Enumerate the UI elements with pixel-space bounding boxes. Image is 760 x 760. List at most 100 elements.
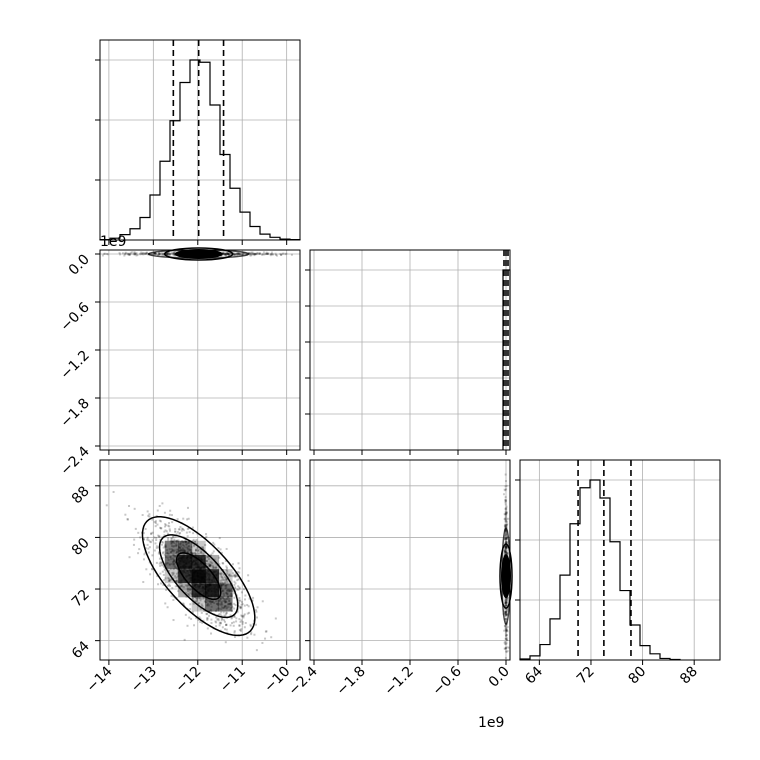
sample-point (155, 539, 158, 542)
sample-point (158, 253, 161, 256)
sample-point (186, 506, 189, 509)
sample-point (209, 565, 212, 568)
sample-point (212, 541, 215, 544)
sample-point (128, 504, 131, 507)
sample-point (505, 505, 508, 508)
sample-point (503, 549, 506, 552)
sample-point (161, 253, 164, 256)
sample-point (173, 253, 176, 256)
sample-point (504, 603, 507, 606)
sample-point (251, 252, 254, 255)
sample-point (505, 547, 508, 550)
sample-point (170, 514, 173, 517)
sample-point (190, 587, 193, 590)
sample-point (224, 615, 227, 618)
sample-point (207, 558, 210, 561)
sample-point (187, 590, 190, 593)
sample-point (231, 616, 234, 619)
sample-point (203, 600, 206, 603)
y-ticks-h3 (515, 479, 520, 601)
sample-point (225, 612, 228, 615)
sample-point (506, 536, 509, 539)
sample-point (231, 622, 234, 625)
sample-point (193, 624, 196, 627)
sample-point (163, 511, 166, 514)
sample-point (505, 511, 508, 514)
sample-point (225, 613, 228, 616)
sample-point (504, 612, 507, 615)
sample-point (504, 549, 507, 552)
sample-point (157, 252, 160, 255)
sample-point (177, 580, 180, 583)
sample-point (504, 637, 507, 640)
sample-point (233, 592, 236, 595)
sample-point (506, 608, 509, 611)
sample-point (226, 631, 229, 634)
sample-point (506, 638, 509, 641)
sample-point (214, 620, 217, 623)
sample-point (505, 612, 508, 615)
sample-point (201, 621, 204, 624)
sample-point (237, 585, 240, 588)
sample-point (205, 566, 208, 569)
scatter-panel-param1-param3 (99, 459, 301, 661)
sample-point (161, 556, 164, 559)
sample-point (233, 607, 236, 610)
density-bin-12 (205, 597, 220, 612)
sample-point (222, 251, 225, 254)
sample-point (248, 611, 251, 614)
sample-point (168, 522, 171, 525)
sample-point (504, 641, 507, 644)
sample-point (232, 590, 235, 593)
sample-point (226, 570, 229, 573)
sample-point (192, 538, 195, 541)
sample-point (505, 550, 508, 553)
sample-point (506, 613, 509, 616)
sample-point (146, 510, 149, 513)
sample-point (172, 252, 175, 255)
sample-point (221, 577, 224, 580)
sample-point (259, 252, 262, 255)
sample-point (218, 624, 221, 627)
sample-point (134, 252, 137, 255)
sample-point (182, 529, 185, 532)
sample-point (128, 253, 131, 256)
sample-point (167, 576, 170, 579)
sample-point (505, 488, 508, 491)
sample-point (505, 541, 508, 544)
sample-point (505, 641, 508, 644)
sample-point (504, 528, 507, 531)
sample-point (155, 252, 158, 255)
sample-point (192, 602, 195, 605)
sample-point (236, 252, 239, 255)
sample-point (218, 563, 221, 566)
sample-point (212, 550, 215, 553)
sample-point (154, 522, 157, 525)
sample-point (506, 596, 509, 599)
sample-point (155, 252, 158, 255)
sample-point (188, 587, 191, 590)
sample-point (170, 539, 173, 542)
sample-point (229, 253, 232, 256)
sample-point (255, 616, 258, 619)
sample-point (226, 572, 229, 575)
sample-point (174, 580, 177, 583)
sample-point (223, 253, 226, 256)
sample-point (200, 549, 203, 552)
sample-point (504, 485, 507, 488)
sample-point (504, 531, 507, 534)
sample-point (234, 582, 237, 585)
sample-point (250, 633, 253, 636)
sample-point (233, 580, 236, 583)
sample-point (240, 628, 243, 631)
sample-point (146, 538, 149, 541)
sample-point (504, 599, 507, 602)
sample-point (141, 253, 144, 256)
sample-point (199, 607, 202, 610)
sample-point (167, 252, 170, 255)
sample-point (505, 602, 508, 605)
sample-point (165, 252, 168, 255)
sample-point (233, 635, 236, 638)
sample-point (172, 252, 175, 255)
sample-point (504, 547, 507, 550)
